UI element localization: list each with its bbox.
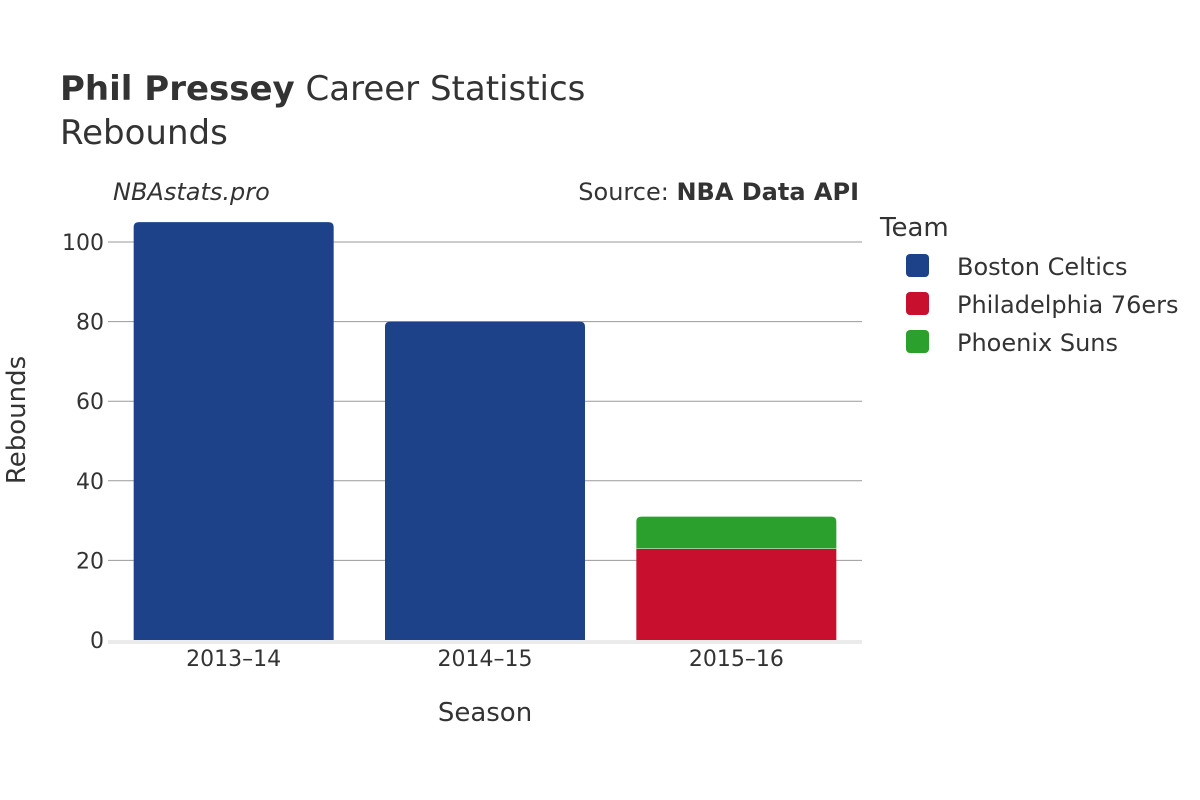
legend-swatch — [906, 254, 929, 277]
legend-label: Boston Celtics — [957, 253, 1128, 281]
legend-label: Phoenix Suns — [957, 329, 1118, 357]
source-prefix: Source: — [578, 178, 676, 206]
y-tick-label: 40 — [76, 470, 104, 495]
y-axis-title: Rebounds — [2, 356, 32, 484]
legend-title: Team — [879, 213, 949, 243]
chart-title: Phil Pressey Career Statistics — [60, 69, 585, 109]
x-tick-label: 2015–16 — [689, 647, 784, 672]
y-tick-labels: 0 20 40 60 80 100 — [62, 231, 104, 654]
x-tick-labels: 2013–14 2014–15 2015–16 — [186, 647, 784, 672]
watermark: NBAstats.pro — [113, 178, 270, 206]
chart-subtitle: Rebounds — [60, 113, 228, 153]
y-tick-label: 100 — [62, 231, 104, 256]
bar-boston-celtics-1 — [385, 321, 585, 640]
legend-swatch — [906, 292, 929, 315]
legend-swatch — [906, 330, 929, 353]
x-tick-label: 2013–14 — [186, 647, 281, 672]
bar-boston-celtics-0 — [133, 222, 334, 640]
legend-items: Boston Celtics Philadelphia 76ers Phoenix … — [906, 253, 1179, 357]
source-note: Source: NBA Data API — [578, 178, 859, 206]
legend: Team Boston Celtics Philadelphia 76ers Pho… — [879, 213, 1179, 357]
bar-philadelphia-76ers-2 — [636, 548, 837, 640]
source-name: NBA Data API — [676, 178, 859, 206]
x-axis-baseline — [108, 640, 862, 644]
chart-title-rest: Career Statistics — [295, 69, 586, 109]
chart-title-player: Phil Pressey — [60, 69, 295, 109]
legend-label: Philadelphia 76ers — [957, 291, 1179, 319]
y-tick-label: 60 — [76, 390, 104, 415]
y-tick-label: 20 — [76, 549, 104, 574]
x-tick-label: 2014–15 — [438, 647, 533, 672]
x-axis-title: Season — [438, 698, 532, 728]
bars — [133, 222, 837, 640]
y-tick-label: 0 — [90, 629, 104, 654]
y-tick-label: 80 — [76, 311, 104, 336]
bar-phoenix-suns-2 — [636, 516, 837, 549]
